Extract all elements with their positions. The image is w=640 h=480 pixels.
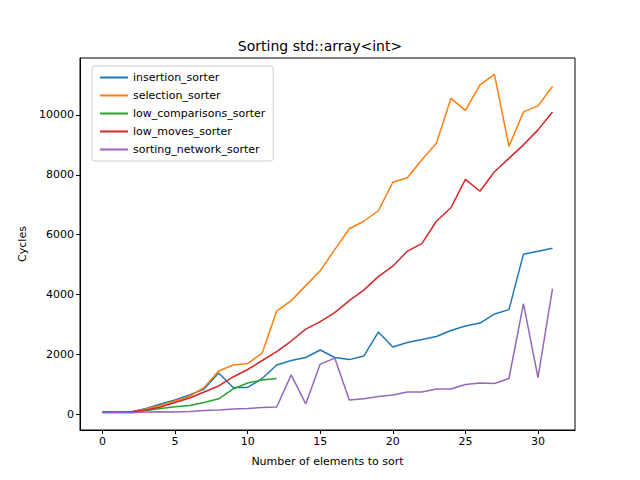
svg-text:sorting_network_sorter: sorting_network_sorter bbox=[133, 143, 260, 156]
svg-text:10: 10 bbox=[241, 435, 255, 448]
svg-text:low_comparisons_sorter: low_comparisons_sorter bbox=[133, 107, 266, 120]
svg-text:25: 25 bbox=[458, 435, 472, 448]
svg-text:15: 15 bbox=[313, 435, 327, 448]
svg-text:8000: 8000 bbox=[46, 168, 74, 181]
svg-text:selection_sorter: selection_sorter bbox=[133, 89, 221, 102]
svg-text:insertion_sorter: insertion_sorter bbox=[133, 71, 220, 84]
svg-text:20: 20 bbox=[386, 435, 400, 448]
svg-text:2000: 2000 bbox=[46, 348, 74, 361]
svg-text:Cycles: Cycles bbox=[16, 226, 29, 262]
svg-text:0: 0 bbox=[99, 435, 106, 448]
svg-text:30: 30 bbox=[531, 435, 545, 448]
svg-text:5: 5 bbox=[172, 435, 179, 448]
svg-text:Number of elements to sort: Number of elements to sort bbox=[251, 455, 404, 468]
svg-text:Sorting std::array<int>: Sorting std::array<int> bbox=[238, 38, 402, 54]
svg-text:0: 0 bbox=[67, 408, 74, 421]
svg-text:4000: 4000 bbox=[46, 288, 74, 301]
svg-text:6000: 6000 bbox=[46, 228, 74, 241]
svg-text:low_moves_sorter: low_moves_sorter bbox=[133, 125, 232, 138]
svg-text:10000: 10000 bbox=[39, 108, 74, 121]
